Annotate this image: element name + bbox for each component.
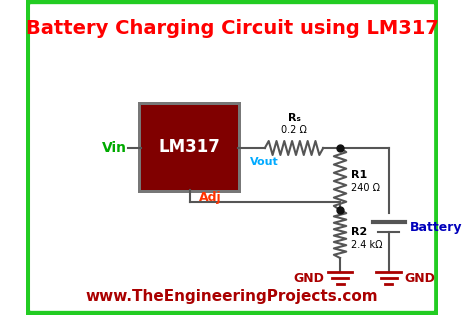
Text: GND: GND <box>404 272 436 284</box>
Text: R1: R1 <box>351 170 367 180</box>
Text: Vout: Vout <box>250 157 279 167</box>
Text: Vin: Vin <box>102 141 127 155</box>
Text: Battery Charging Circuit using LM317: Battery Charging Circuit using LM317 <box>26 19 439 37</box>
Text: R2: R2 <box>351 227 367 237</box>
Text: GND: GND <box>293 272 324 284</box>
FancyBboxPatch shape <box>26 0 439 315</box>
FancyBboxPatch shape <box>141 105 238 190</box>
Text: 2.4 kΩ: 2.4 kΩ <box>351 240 382 250</box>
Text: Rₛ: Rₛ <box>288 113 301 123</box>
FancyBboxPatch shape <box>138 102 241 193</box>
Text: LM317: LM317 <box>158 139 220 157</box>
Text: www.TheEngineeringProjects.com: www.TheEngineeringProjects.com <box>86 289 378 303</box>
Text: Adj: Adj <box>199 192 221 204</box>
Text: 240 Ω: 240 Ω <box>351 183 380 193</box>
Text: 0.2 Ω: 0.2 Ω <box>281 125 307 135</box>
Text: Battery: Battery <box>410 220 462 233</box>
